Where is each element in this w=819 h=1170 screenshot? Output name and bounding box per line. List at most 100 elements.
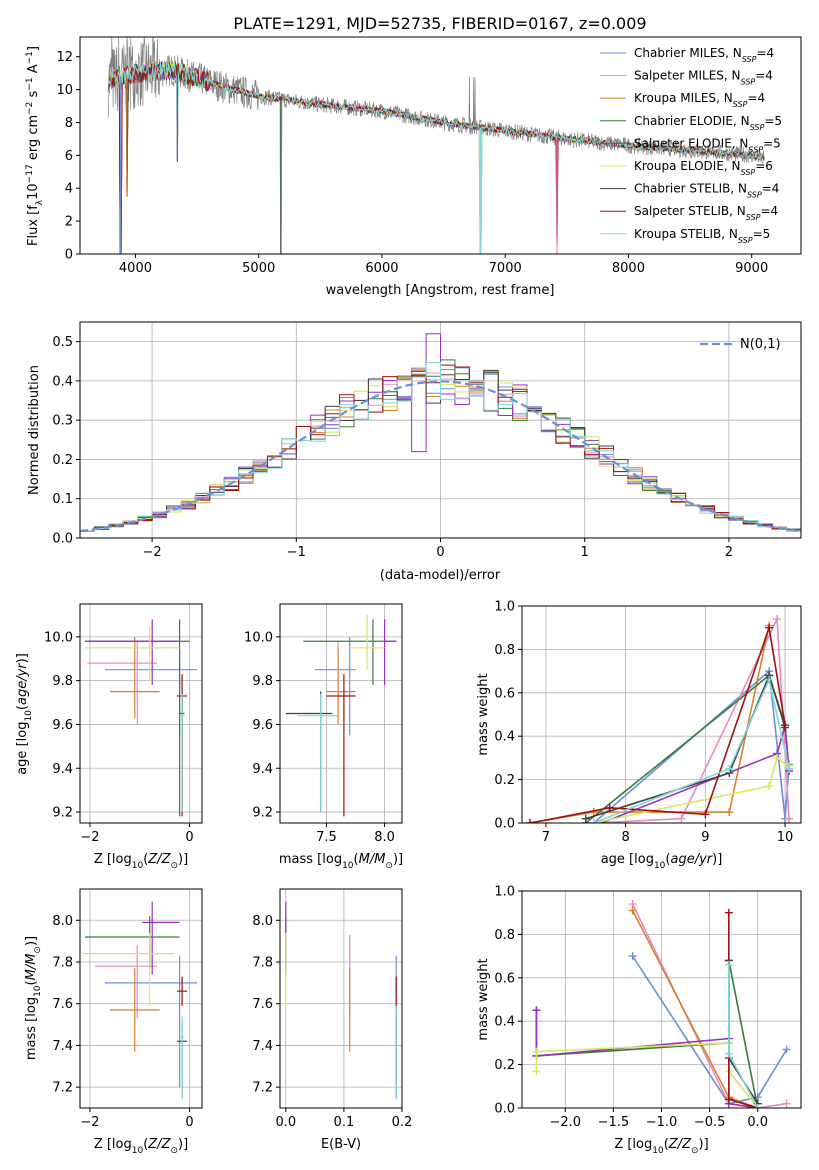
legend-n-label: , N — [725, 46, 742, 60]
mass-vs-Z-xlabel-part: ⊙ — [170, 1146, 178, 1156]
mass-weight-marker — [525, 819, 534, 823]
mass-weight-marker — [782, 1099, 791, 1108]
legend-n-sub: SSP — [742, 55, 757, 64]
y-tick-label: 7.2 — [252, 1081, 273, 1096]
mass-vs-ebv-panel: 0.0 0.1 0.2 7.2 7.4 7.6 7.8 8.0 E(B-V) — [252, 888, 412, 1152]
legend-n-sub: SSP — [733, 100, 748, 109]
axes-frame — [79, 36, 802, 255]
axes-decoration: 4000 5000 6000 7000 8000 9000 0 2 4 6 8 10 12 — [56, 36, 802, 276]
errorbar-point — [326, 674, 356, 817]
legend-model-name: Kroupa STELIB — [634, 227, 721, 241]
massweight-vs-age-xlabel-part: ( — [665, 852, 670, 867]
age-vs-Z-ylabel: age [log10(age/yr)] — [15, 653, 34, 775]
mass-weight-marker — [724, 960, 733, 969]
y-tick-label: 4 — [65, 182, 73, 197]
histogram-legend-label: N(0,1) — [740, 337, 781, 352]
massweight-vs-age-xlabel-part: age/yr — [670, 852, 713, 867]
legend-n-value: 4 — [765, 69, 773, 83]
y-tick-label: 9.8 — [252, 674, 273, 689]
histogram-xlabel-part: (data-model)/error — [380, 568, 501, 583]
age-vs-mass-xlabel: mass [log10(M/M⊙)] — [279, 852, 403, 871]
legend-n-label: , N — [724, 69, 741, 83]
errorbar-point — [303, 619, 397, 686]
legend-n-label: , N — [716, 91, 733, 105]
age-vs-Z-ylabel-part: age/yr — [15, 662, 30, 705]
axes-decoration: 0.0 0.1 0.2 7.2 7.4 7.6 7.8 8.0 — [252, 888, 412, 1130]
x-tick-label: 9000 — [735, 261, 768, 276]
legend-n-sub: SSP — [741, 168, 756, 177]
massweight-vs-Z-ylabel: mass weight — [476, 958, 491, 1040]
plot-marks — [107, 37, 765, 254]
errorbar-point — [84, 619, 180, 686]
age-vs-mass-xlabel-part: 10 — [342, 861, 354, 871]
errorbar-point — [84, 625, 180, 681]
mass-vs-EBV-xlabel-part: E(B-V) — [321, 1137, 361, 1152]
x-tick-label: 9 — [701, 830, 709, 845]
mass-weight-marker — [773, 753, 782, 762]
mass-weight-marker — [677, 814, 686, 823]
x-tick-label: −2 — [80, 830, 99, 845]
y-tick-label: 9.6 — [52, 718, 73, 733]
legend-n-eq: = — [755, 159, 765, 173]
legend-n-sub: SSP — [748, 145, 763, 154]
legend-entry: Kroupa ELODIE, NSSP=6 — [634, 159, 773, 177]
x-tick-label: 6000 — [365, 261, 398, 276]
y-tick-label: 0.0 — [494, 817, 515, 832]
mass-weight-marker — [589, 819, 598, 823]
massweight-vs-Z-ylabel-part: mass weight — [476, 958, 491, 1040]
x-tick-label: 0 — [185, 1115, 193, 1130]
age-vs-Z-xlabel-part: )] — [178, 852, 188, 867]
spectrum-ylabel-part: Flux [f — [26, 205, 41, 246]
x-tick-label: 2 — [725, 545, 733, 560]
y-tick-label: 0 — [65, 248, 73, 263]
mass-weight-marker — [725, 764, 734, 773]
massweight-vs-age-xlabel-part: 10 — [654, 861, 666, 871]
legend-n-sub: SSP — [750, 122, 765, 131]
legend-model-name: Chabrier STELIB — [634, 182, 730, 196]
y-tick-label: 12 — [56, 50, 73, 65]
plot-marks — [525, 615, 794, 823]
massweight-vs-age-xlabel: age [log10(age/yr)] — [601, 852, 723, 871]
x-tick-label: 8.0 — [374, 830, 395, 845]
plot-background — [80, 889, 202, 1108]
legend-n-label: , N — [721, 227, 738, 241]
age-vs-Z-ylabel-part: )] — [15, 653, 30, 663]
mass-weight-marker — [785, 814, 794, 823]
plot-marks — [84, 619, 198, 817]
mass-vs-Z-ylabel: mass [log10(M/M⊙)] — [24, 936, 43, 1060]
legend-entry: Kroupa STELIB, NSSP=5 — [634, 227, 770, 245]
mass-weight-marker — [724, 908, 733, 917]
y-tick-label: 6 — [65, 149, 73, 164]
errorbar-point — [109, 968, 160, 1052]
legend-n-label: , N — [729, 204, 746, 218]
x-tick-label: 0 — [185, 830, 193, 845]
mass-vs-z-panel: −2 07.27.47.67.88.0Z [log10(Z/Z⊙)]mass [l… — [24, 888, 203, 1156]
spectrum-ylabel: Flux [fλ10−17 erg cm−2 s−1 A−1] — [25, 46, 45, 246]
errorbar-point — [326, 647, 356, 725]
axes-decoration: −2 −1 0 1 2 0.0 0.1 0.2 0.3 0.4 0.5 — [52, 321, 802, 560]
age-vs-mass-xlabel-part: ⊙ — [385, 861, 393, 871]
axes-decoration: 7 8 9 10 0.0 0.2 0.4 0.6 0.8 1.0 — [494, 600, 802, 845]
axes-decoration: −2.0 −1.5 −1.0 −0.5 0.0 0.0 0.2 0.4 0.6 0.8 1.0 — [494, 885, 802, 1130]
massweight-vs-Z-xlabel-part: Z [log — [614, 1137, 652, 1152]
legend-model-name: Salpeter STELIB — [634, 204, 729, 218]
mass-weight-marker — [781, 721, 790, 730]
axes-frame — [279, 603, 403, 824]
y-tick-label: 0.4 — [494, 730, 515, 745]
legend-n-eq: = — [763, 136, 773, 150]
y-tick-label: 9.2 — [252, 806, 273, 821]
legend-model-name: Kroupa ELODIE — [634, 159, 724, 173]
x-tick-label: 5000 — [242, 261, 275, 276]
y-tick-label: 0.8 — [494, 643, 515, 658]
mass-vs-Z-xlabel-part: Z/Z — [147, 1137, 171, 1152]
y-tick-label: 0.3 — [52, 414, 73, 429]
model-spectrum-8 — [107, 60, 765, 254]
mass-weight-marker — [765, 623, 774, 632]
y-tick-label: 1.0 — [494, 600, 515, 615]
y-tick-label: 0.6 — [494, 971, 515, 986]
errorbar-point — [314, 636, 356, 736]
y-tick-label: 0.6 — [494, 686, 515, 701]
mass-vs-Z-ylabel-part: 10 — [33, 985, 43, 997]
